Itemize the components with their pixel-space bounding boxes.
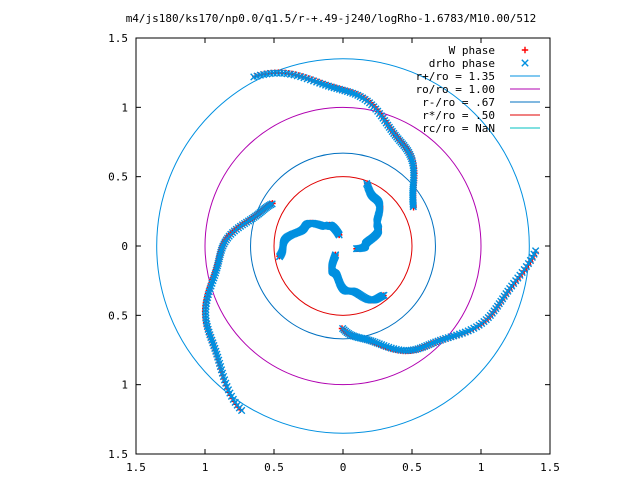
point-1-0-66 (406, 152, 415, 161)
point-1-0-65 (406, 150, 414, 159)
point-1-2-90 (338, 324, 347, 333)
point-1-1-57 (217, 246, 226, 254)
legend-label-0: W phase (449, 44, 495, 57)
circle-0 (156, 58, 530, 434)
circle-3 (273, 176, 413, 316)
legend-marker-1 (521, 59, 529, 67)
point-1-1-90 (268, 200, 276, 208)
point-1-2-70 (373, 339, 381, 347)
point-1-4-90 (335, 231, 343, 239)
legend-circle-label-4: rc/ro = NaN (422, 122, 495, 135)
point-1-1-54 (215, 253, 224, 261)
point-1-2-51 (418, 343, 427, 352)
point-1-2-64 (387, 344, 395, 352)
legend-circle-label-1: ro/ro = 1.00 (416, 83, 495, 96)
ytick-label-2: 0.5 (108, 309, 128, 322)
point-1-5-90 (331, 251, 340, 259)
point-1-0-90 (409, 203, 417, 211)
xtick-label-5: 1 (478, 461, 485, 474)
xtick-label-1: 1 (202, 461, 209, 474)
reference-circles (156, 58, 530, 434)
xtick-label-6: 1.5 (540, 461, 560, 474)
point-1-2-46 (429, 339, 438, 347)
legend-circle-label-2: r-/ro = .67 (422, 96, 495, 109)
xtick-label-0: 1.5 (126, 461, 146, 474)
point-1-2-47 (427, 340, 435, 348)
point-1-2-45 (431, 338, 440, 346)
ytick-label-3: 0 (121, 240, 128, 253)
circle-1 (204, 106, 482, 386)
point-1-2-71 (371, 338, 379, 346)
ytick-label-6: 1.5 (108, 32, 128, 45)
ytick-label-5: 1 (121, 101, 128, 114)
ytick-label-4: 0.5 (108, 171, 128, 184)
legend-circle-label-3: r*/ro = .50 (422, 109, 495, 122)
point-1-2-68 (377, 340, 386, 349)
point-1-2-66 (382, 342, 391, 351)
xtick-label-3: 0 (340, 461, 347, 474)
point-1-1-32 (201, 311, 210, 319)
data-points (201, 69, 540, 415)
point-1-2-50 (420, 342, 429, 351)
legend-marker-0 (521, 46, 529, 54)
legend-circle-label-0: r+/ro = 1.35 (416, 70, 495, 83)
chart-title: m4/js180/ks170/np0.0/q1.5/r-+.49-j240/lo… (126, 12, 537, 25)
series-1 (201, 69, 540, 415)
point-1-2-52 (416, 344, 424, 352)
point-1-2-65 (385, 343, 393, 351)
ytick-label-0: 1.5 (108, 448, 128, 461)
point-1-1-55 (216, 250, 224, 259)
point-1-0-89 (409, 201, 417, 209)
point-1-0-67 (407, 154, 416, 163)
point-1-3-90 (352, 244, 361, 253)
point-1-2-49 (423, 341, 431, 350)
point-1-1-58 (218, 244, 226, 252)
point-1-1-31 (202, 314, 210, 322)
point-1-2-48 (425, 340, 433, 349)
point-1-3-88 (355, 244, 363, 253)
point-1-1-56 (217, 248, 225, 257)
point-1-2-69 (375, 340, 384, 348)
point-1-2-44 (434, 337, 442, 345)
point-1-3-89 (353, 244, 362, 253)
point-1-1-33 (201, 308, 210, 317)
xtick-label-2: 0.5 (264, 461, 284, 474)
point-1-2-63 (390, 345, 398, 353)
point-1-2-67 (380, 341, 388, 350)
xtick-label-4: 0.5 (402, 461, 422, 474)
point-1-1-59 (219, 242, 227, 250)
ytick-label-1: 1 (121, 379, 128, 392)
legend-label-1: drho phase (429, 57, 495, 70)
circle-2 (250, 152, 436, 340)
point-1-1-34 (202, 305, 210, 314)
